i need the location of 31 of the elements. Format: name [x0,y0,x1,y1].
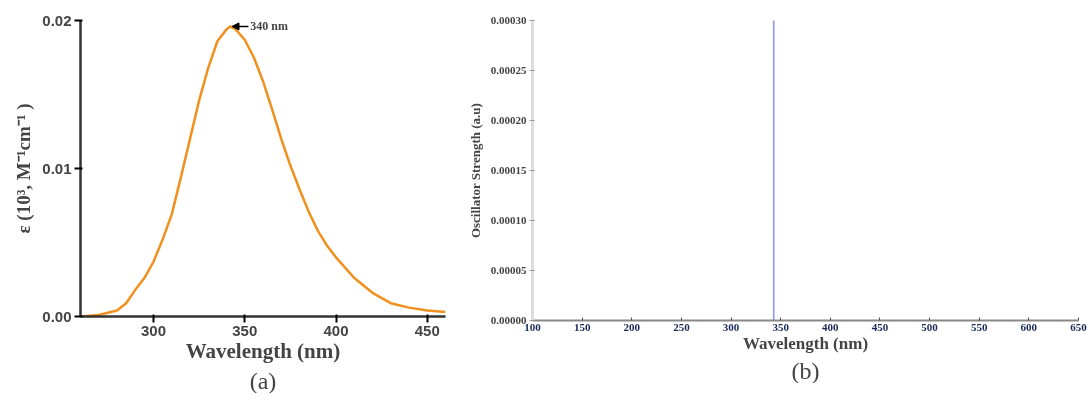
x-tick-label: 650 [1070,320,1088,333]
x-tick-label: 150 [573,320,591,333]
x-tick-label: 550 [970,320,988,333]
x-tick-label: 450 [871,320,889,333]
annotation: 340 nm [250,19,288,34]
x-tick-label: 450 [414,321,440,339]
y-tick-label: 0.00005 [490,264,527,276]
x-tick-label: 300 [140,321,167,339]
y-tick-label: 0.01 [42,159,72,177]
y-tick-label: 0.00010 [490,214,527,226]
y-tick-label: 0.00025 [490,64,527,76]
x-tick-label: 600 [1020,320,1038,333]
x-tick-label: 250 [673,320,691,333]
y-axis-title: Oscillator Strength (a.u) [467,103,483,239]
y-tick-label: 0.00020 [490,114,527,126]
text: (a) [249,367,277,394]
y-axis-title: ε (10³, M⁻¹cm⁻¹ ) [13,103,36,234]
x-tick-label: 200 [623,320,641,333]
x-tick-label: 300 [722,320,740,333]
x-tick-label: 350 [232,321,258,339]
x-axis-title: Wavelength (nm) [742,333,869,353]
x-tick-label: 500 [921,320,939,333]
y-tick-label: 0.00030 [490,14,527,26]
x-axis-title: Wavelength (nm) [185,338,341,363]
x-tick-label: 400 [822,320,840,333]
x-tick-label: 400 [323,321,349,339]
y-tick-label: 0.00015 [490,164,527,176]
y-tick-label: 0.02 [42,11,72,29]
x-tick-label: 350 [772,320,790,333]
y-tick-label: 0.00 [42,307,72,325]
text: (b) [791,357,820,384]
